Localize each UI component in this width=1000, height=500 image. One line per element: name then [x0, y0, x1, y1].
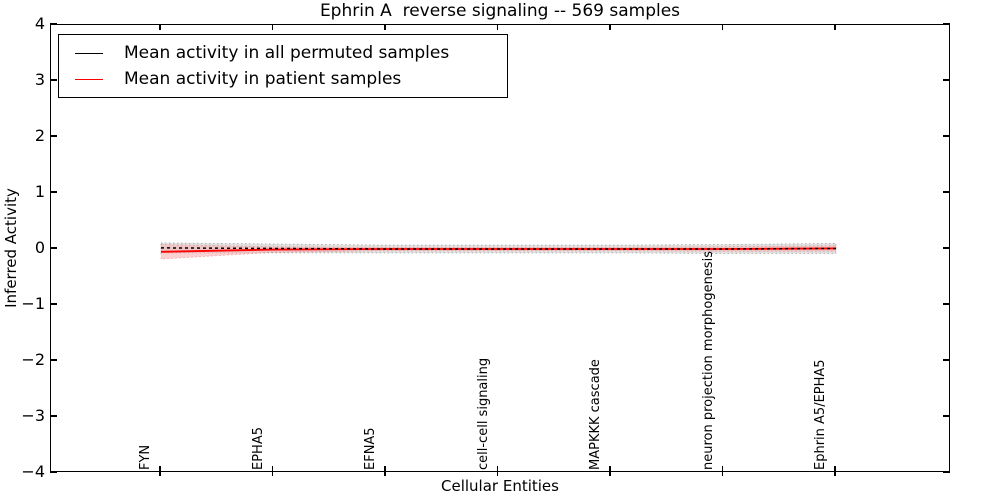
- chart-canvas: [160, 242, 837, 260]
- x-tick-bottom-outer: [496, 472, 499, 476]
- y-tick-left: [50, 79, 57, 81]
- y-tick-right: [943, 247, 950, 249]
- y-tick-left: [50, 247, 57, 249]
- x-tick-bottom-outer: [834, 472, 836, 476]
- x-tick-top: [496, 24, 499, 30]
- x-tick-top: [271, 24, 274, 30]
- legend-item-permuted: Mean activity in all permuted samples: [59, 40, 507, 66]
- x-tick-top: [834, 24, 836, 30]
- x-tick-bottom: [721, 466, 724, 472]
- x-category-label: neuron projection morphogenesis: [700, 251, 716, 470]
- y-tick-label: 3: [34, 70, 45, 89]
- x-tick-top: [159, 24, 161, 30]
- x-tick-top: [721, 24, 724, 30]
- y-tick-right: [943, 359, 950, 361]
- y-tick-label: −2: [21, 350, 45, 369]
- y-tick-left: [50, 415, 57, 417]
- x-category-label: cell-cell signaling: [475, 357, 491, 470]
- y-tick-right: [943, 415, 950, 417]
- x-tick-bottom: [271, 466, 274, 472]
- x-tick-bottom-outer: [159, 472, 161, 476]
- y-tick-label: 4: [34, 14, 45, 33]
- y-tick-label: −1: [21, 294, 45, 313]
- y-tick-label: −4: [21, 462, 45, 481]
- x-tick-bottom-outer: [384, 472, 386, 476]
- y-tick-left: [50, 471, 57, 473]
- x-category-label: FYN: [138, 444, 153, 470]
- x-category-label: Ephrin A5/EPHA5: [813, 359, 828, 470]
- x-tick-bottom: [159, 466, 161, 472]
- x-tick-bottom: [834, 466, 836, 472]
- x-category-label: MAPKKK cascade: [588, 359, 603, 470]
- legend: Mean activity in all permuted samples Me…: [58, 34, 508, 98]
- x-axis-label: Cellular Entities: [441, 477, 559, 495]
- x-tick-bottom-outer: [609, 472, 611, 476]
- legend-label-permuted: Mean activity in all permuted samples: [124, 43, 450, 63]
- x-category-label: EFNA5: [363, 427, 378, 470]
- x-category-label: EPHA5: [250, 427, 266, 470]
- permuted-line-swatch: [75, 52, 103, 54]
- y-tick-left: [50, 135, 57, 137]
- y-tick-left: [50, 359, 57, 361]
- x-tick-top: [384, 24, 386, 30]
- y-tick-left: [50, 191, 57, 193]
- y-tick-right: [943, 135, 950, 137]
- y-tick-label: 0: [34, 238, 45, 257]
- plot-area: [50, 24, 950, 472]
- y-tick-right: [943, 23, 950, 25]
- y-tick-right: [943, 191, 950, 193]
- y-tick-left: [50, 303, 57, 305]
- y-tick-left: [50, 23, 57, 25]
- x-tick-bottom: [384, 466, 386, 472]
- x-tick-bottom: [609, 466, 611, 472]
- y-tick-label: 2: [34, 126, 45, 145]
- y-tick-label: −3: [21, 406, 45, 425]
- x-tick-top: [609, 24, 611, 30]
- x-tick-bottom: [496, 466, 499, 472]
- chart-title: Ephrin A reverse signaling -- 569 sample…: [319, 1, 681, 21]
- y-tick-label: 1: [34, 182, 45, 201]
- x-tick-bottom-outer: [271, 472, 274, 476]
- patient-line-swatch: [75, 78, 103, 80]
- y-tick-right: [943, 303, 950, 305]
- x-tick-bottom-outer: [721, 472, 724, 476]
- y-tick-right: [943, 471, 950, 473]
- permuted-mean-line: [160, 247, 837, 250]
- y-tick-right: [943, 79, 950, 81]
- legend-label-patient: Mean activity in patient samples: [124, 69, 402, 89]
- legend-item-patient: Mean activity in patient samples: [59, 66, 507, 92]
